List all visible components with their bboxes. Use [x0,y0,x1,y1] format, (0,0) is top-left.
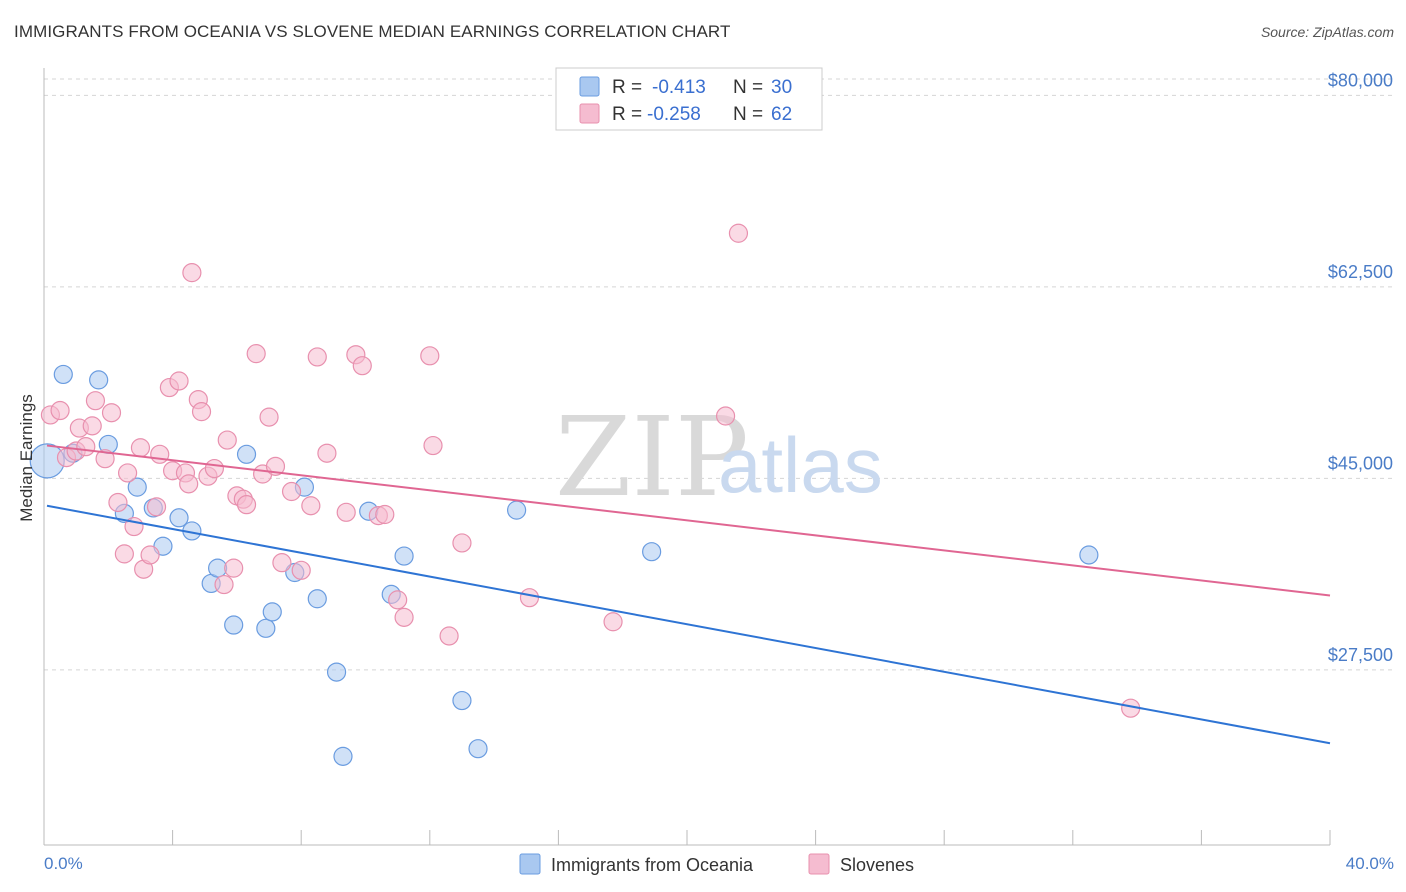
legend-r-label: R = [612,104,642,125]
correlation-legend: R = -0.413 N = 30 R = -0.258 N = 62 [555,67,823,131]
point-oceania [224,615,244,635]
legend-r-value: -0.258 [647,104,701,125]
point-slovenes [224,558,244,578]
point-slovenes [375,504,395,525]
x-tick-label-max: 40.0% [1346,854,1394,873]
point-slovenes [214,574,234,595]
bottom-legend-label: Immigrants from Oceania [551,855,754,875]
point-slovenes [439,626,459,646]
point-oceania [394,546,414,566]
point-slovenes [101,403,122,423]
point-oceania [127,477,147,497]
y-tick-label: $27,500 [1328,645,1393,665]
y-tick-label: $62,500 [1328,262,1393,282]
series-points [29,223,1141,766]
point-oceania [236,444,257,464]
point-oceania [256,618,276,638]
legend-r-label: R = [612,77,642,98]
point-slovenes [85,391,106,411]
bottom-legend-label: Slovenes [840,855,914,875]
x-ticks [172,830,1331,845]
point-slovenes [715,406,736,426]
legend-swatch-pink [579,103,600,124]
point-oceania [507,500,527,520]
point-slovenes [130,438,151,458]
trend-line-slovenes [46,444,1331,597]
y-tick-labels: $27,500 $45,000 $62,500 $80,000 [1328,70,1393,665]
trend-lines [46,444,1331,745]
y-tick-label: $45,000 [1328,453,1393,473]
point-slovenes [388,590,408,610]
point-slovenes [82,416,102,436]
watermark-atlas: atlas [718,421,883,509]
y-tick-label: $80,000 [1328,70,1393,90]
point-oceania [89,370,109,390]
point-slovenes [50,400,70,421]
point-oceania [262,602,282,622]
point-oceania [452,690,472,711]
point-oceania [1079,545,1099,565]
point-slovenes [519,588,540,608]
point-slovenes [317,443,337,463]
point-slovenes [420,346,440,366]
point-slovenes [259,407,279,427]
bottom-legend-swatch-pink [808,853,830,875]
legend-n-value: 62 [771,104,792,125]
point-slovenes [307,347,327,367]
point-slovenes [728,223,749,243]
point-slovenes [336,502,356,522]
trend-line-oceania [46,504,1331,745]
point-slovenes [246,344,266,364]
point-oceania [326,662,347,682]
chart-title: IMMIGRANTS FROM OCEANIA VS SLOVENE MEDIA… [14,22,731,41]
point-slovenes [150,444,170,464]
y-axis-label: Median Earnings [17,394,36,522]
point-oceania [307,589,327,609]
point-oceania [333,746,353,766]
point-oceania [208,558,228,578]
bottom-legend-swatch-blue [519,853,541,875]
point-slovenes [217,430,237,450]
point-oceania [468,739,488,759]
point-slovenes [108,492,128,513]
point-slovenes [114,544,134,564]
point-slovenes [169,371,189,391]
point-slovenes [291,560,311,580]
point-slovenes [394,607,414,627]
point-slovenes [191,402,212,422]
point-slovenes [117,463,138,483]
x-tick-label-min: 0.0% [44,854,83,873]
legend-box [555,67,823,131]
legend-swatch-blue [579,76,600,97]
point-slovenes [236,495,257,515]
legend-n-label: N = [733,77,763,98]
point-slovenes [603,612,623,632]
point-slovenes [146,497,167,517]
gridlines [44,78,1394,671]
point-slovenes [452,533,472,553]
legend-n-value: 30 [771,77,792,98]
point-slovenes [95,449,115,469]
point-slovenes [204,458,224,479]
legend-r-value: -0.413 [652,77,706,98]
point-slovenes [352,356,372,376]
point-slovenes [281,481,302,502]
point-slovenes [140,545,160,565]
series-legend: Immigrants from Oceania Slovenes [519,853,914,875]
legend-n-label: N = [733,104,763,125]
point-slovenes [423,435,443,456]
point-oceania [642,542,662,562]
point-slovenes [179,474,199,494]
point-slovenes [182,263,202,283]
point-slovenes [272,553,292,573]
point-slovenes [301,496,321,516]
point-oceania [53,364,73,385]
point-oceania [169,508,189,528]
point-slovenes [76,437,96,457]
source-label: Source: ZipAtlas.com [1260,24,1394,40]
